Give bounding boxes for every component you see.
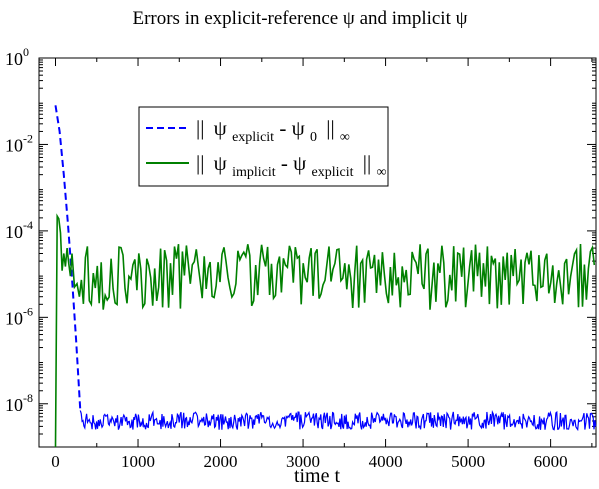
y-tick-label: 10-4: [5, 218, 33, 242]
plot-frame: [38, 57, 597, 448]
legend-norm-left: ||: [196, 116, 204, 140]
legend-minus: -: [281, 151, 293, 175]
x-tick-label: 1000: [121, 452, 155, 471]
legend-norm-right: ||: [326, 116, 334, 140]
legend-psi: ψ: [292, 116, 305, 140]
y-tick-exponent: -2: [23, 131, 33, 145]
y-tick-label: 100: [5, 45, 29, 69]
legend-subscript: explicit: [312, 165, 354, 180]
chart-title: Errors in explicit-reference ψ and impli…: [132, 8, 467, 29]
legend-psi: ψ: [214, 116, 227, 140]
y-tick-label: 10-6: [5, 304, 33, 328]
x-axis-label: time t: [294, 465, 341, 487]
y-tick-base: 10: [5, 49, 23, 69]
y-tick-label: 10-2: [5, 131, 33, 155]
y-tick-base: 10: [5, 135, 23, 155]
x-tick-label: 0: [51, 452, 60, 471]
legend-subscript: explicit: [232, 130, 274, 145]
legend-infinity: ∞: [340, 130, 350, 145]
x-tick-label: 2000: [204, 452, 238, 471]
x-tick-label: 5000: [451, 452, 485, 471]
series-line-explicit: [54, 105, 597, 432]
y-tick-exponent: -8: [23, 391, 33, 405]
series-line-implicit: [54, 213, 596, 448]
legend-norm-left: ||: [196, 151, 204, 175]
x-tick-label: 3000: [286, 452, 320, 471]
y-tick-base: 10: [5, 395, 23, 415]
legend-minus: -: [279, 116, 291, 140]
axis-ticks: 0 1000 2000 3000 4000 5000 600010-810-610-410-…: [5, 45, 596, 471]
y-tick-base: 10: [5, 308, 23, 328]
legend-infinity: ∞: [376, 165, 386, 180]
x-tick-label: 4000: [369, 452, 403, 471]
y-tick-exponent: -6: [23, 304, 33, 318]
legend-norm-right: ||: [363, 151, 371, 175]
y-tick-exponent: -4: [23, 218, 33, 232]
y-tick-label: 10-8: [5, 391, 33, 415]
legend: || ψ explicit - ψ 0 || ∞ || ψ implicit -…: [138, 106, 389, 187]
y-tick-base: 10: [5, 222, 23, 242]
legend-label-explicit: || ψ explicit - ψ 0 || ∞: [196, 116, 350, 146]
y-tick-exponent: 0: [23, 45, 29, 59]
series-layer: [54, 105, 597, 448]
legend-psi: ψ: [293, 151, 306, 175]
legend-box: [138, 106, 389, 187]
legend-psi: ψ: [214, 151, 227, 175]
legend-subscript: 0: [310, 130, 317, 145]
x-tick-label: 6000: [534, 452, 568, 471]
legend-label-implicit: || ψ implicit - ψ explicit || ∞: [196, 151, 386, 181]
series-line-explicit-head: [54, 105, 82, 411]
legend-subscript: implicit: [232, 165, 276, 180]
